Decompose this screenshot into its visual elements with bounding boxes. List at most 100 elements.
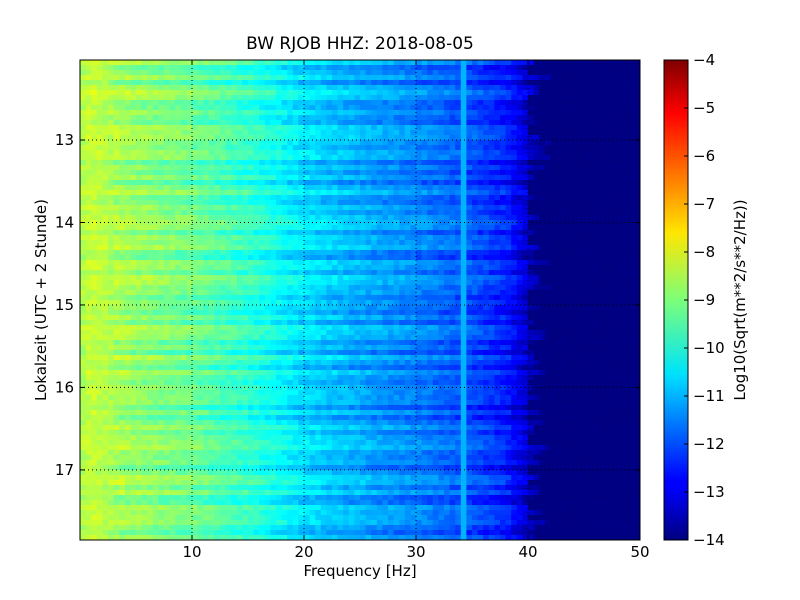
heatmap-cell	[130, 130, 137, 136]
heatmap-cell	[80, 230, 86, 236]
heatmap-cell	[399, 245, 406, 251]
heatmap-cell	[208, 145, 215, 151]
heatmap-cell	[595, 165, 602, 171]
heatmap-cell	[511, 70, 518, 76]
heatmap-cell	[253, 200, 260, 206]
heatmap-cell	[253, 170, 260, 176]
heatmap-cell	[438, 225, 445, 231]
heatmap-cell	[393, 150, 400, 156]
heatmap-cell	[192, 170, 198, 176]
heatmap-cell	[85, 275, 92, 281]
heatmap-cell	[85, 185, 92, 191]
heatmap-cell	[337, 250, 344, 256]
heatmap-cell	[141, 180, 148, 186]
heatmap-cell	[320, 65, 327, 71]
heatmap-cell	[225, 125, 232, 131]
heatmap-cell	[449, 75, 456, 81]
heatmap-cell	[511, 160, 518, 166]
heatmap-cell	[214, 215, 221, 221]
heatmap-cell	[304, 275, 310, 281]
heatmap-cell	[337, 130, 344, 136]
heatmap-cell	[511, 225, 518, 231]
heatmap-cell	[337, 120, 344, 126]
heatmap-cell	[483, 210, 490, 216]
heatmap-cell	[242, 275, 249, 281]
heatmap-cell	[460, 180, 467, 186]
heatmap-cell	[427, 265, 434, 271]
heatmap-cell	[248, 150, 254, 156]
heatmap-cell	[281, 125, 288, 131]
heatmap-cell	[612, 295, 618, 301]
heatmap-cell	[472, 120, 478, 126]
heatmap-cell	[320, 90, 327, 96]
heatmap-cell	[371, 85, 378, 91]
heatmap-cell	[399, 265, 406, 271]
heatmap-cell	[404, 75, 411, 81]
heatmap-cell	[399, 155, 406, 161]
heatmap-cell	[147, 305, 154, 311]
heatmap-cell	[365, 65, 372, 71]
heatmap-cell	[488, 60, 495, 66]
heatmap-cell	[460, 120, 467, 126]
heatmap-cell	[96, 220, 103, 226]
heatmap-cell	[567, 85, 574, 91]
heatmap-cell	[225, 100, 232, 106]
heatmap-cell	[186, 265, 193, 271]
heatmap-cell	[628, 135, 635, 141]
heatmap-cell	[152, 165, 159, 171]
heatmap-cell	[136, 155, 142, 161]
heatmap-cell	[477, 270, 484, 276]
heatmap-cell	[152, 170, 159, 176]
heatmap-cell	[567, 225, 574, 231]
heatmap-cell	[438, 265, 445, 271]
heatmap-cell	[242, 195, 249, 201]
heatmap-cell	[152, 110, 159, 116]
heatmap-cell	[466, 110, 473, 116]
heatmap-cell	[91, 85, 98, 91]
heatmap-cell	[455, 95, 462, 101]
heatmap-cell	[192, 80, 198, 86]
heatmap-cell	[102, 255, 109, 261]
heatmap-cell	[477, 135, 484, 141]
heatmap-cell	[270, 65, 277, 71]
heatmap-cell	[298, 120, 305, 126]
heatmap-cell	[494, 150, 501, 156]
heatmap-cell	[399, 175, 406, 181]
heatmap-cell	[164, 70, 170, 76]
heatmap-cell	[326, 170, 333, 176]
heatmap-cell	[281, 70, 288, 76]
heatmap-cell	[438, 65, 445, 71]
heatmap-cell	[208, 180, 215, 186]
heatmap-cell	[550, 140, 557, 146]
heatmap-cell	[248, 220, 254, 226]
heatmap-cell	[169, 60, 176, 66]
heatmap-cell	[628, 165, 635, 171]
heatmap-cell	[152, 190, 159, 196]
heatmap-cell	[124, 130, 131, 136]
heatmap-cell	[85, 105, 92, 111]
heatmap-cell	[416, 225, 422, 231]
heatmap-cell	[85, 65, 92, 71]
heatmap-cell	[102, 290, 109, 296]
heatmap-cell	[119, 240, 126, 246]
heatmap-cell	[214, 75, 221, 81]
heatmap-cell	[556, 280, 562, 286]
heatmap-cell	[628, 90, 635, 96]
heatmap-cell	[270, 200, 277, 206]
heatmap-cell	[432, 290, 439, 296]
heatmap-cell	[136, 110, 142, 116]
heatmap-cell	[136, 140, 142, 146]
heatmap-cell	[343, 175, 350, 181]
heatmap-cell	[337, 230, 344, 236]
heatmap-cell	[477, 75, 484, 81]
heatmap-cell	[550, 190, 557, 196]
heatmap-cell	[522, 195, 529, 201]
heatmap-cell	[606, 280, 613, 286]
heatmap-cell	[634, 155, 640, 161]
heatmap-cell	[393, 70, 400, 76]
heatmap-cell	[376, 130, 383, 136]
heatmap-cell	[371, 130, 378, 136]
heatmap-cell	[186, 215, 193, 221]
heatmap-cell	[623, 275, 630, 281]
heatmap-cell	[623, 250, 630, 256]
